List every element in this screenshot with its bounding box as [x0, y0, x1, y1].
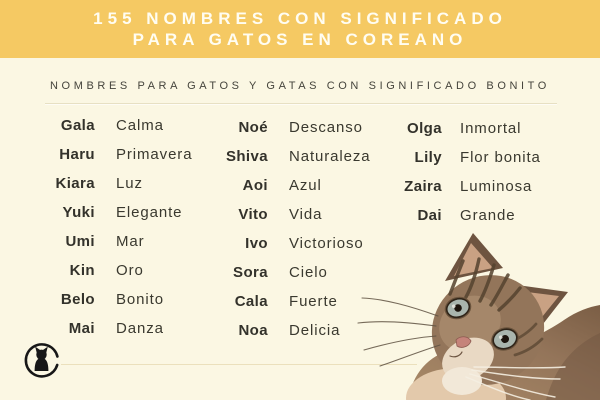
cat-name: Haru	[59, 146, 95, 163]
cat-name: Cala	[234, 293, 268, 310]
logo-badge	[23, 342, 60, 379]
header-banner: 155 NOMBRES CON SIGNIFICADO PARA GATOS E…	[0, 0, 600, 58]
name-meaning-row: Kin Oro	[25, 256, 192, 285]
cat-name-meaning: Flor bonita	[460, 149, 541, 166]
name-meaning-row: Vito Vida	[196, 200, 371, 229]
cat-name-meaning: Cielo	[289, 264, 328, 281]
names-column-2: Noé Descanso Shiva Naturaleza Aoi Azul Vito Vid…	[196, 113, 371, 345]
cat-name: Olga	[407, 120, 442, 137]
name-meaning-row: Ivo Victorioso	[196, 229, 371, 258]
cat-name: Kiara	[55, 175, 95, 192]
name-meaning-row: Noa Delicia	[196, 316, 371, 345]
cat-name: Shiva	[225, 148, 268, 165]
cat-name: Belo	[60, 291, 95, 308]
name-meaning-row: Noé Descanso	[196, 113, 371, 142]
cat-photo	[350, 228, 600, 400]
cat-name-meaning: Inmortal	[460, 120, 522, 137]
cat-name-meaning: Bonito	[116, 291, 164, 308]
cat-name: Sora	[233, 264, 268, 281]
cat-name-meaning: Luminosa	[460, 178, 533, 195]
cat-name-meaning: Primavera	[116, 146, 193, 163]
cat-name-meaning: Grande	[460, 207, 516, 224]
cat-name-meaning: Vida	[289, 206, 323, 223]
name-meaning-row: Olga Inmortal	[370, 114, 541, 143]
name-meaning-row: Haru Primavera	[25, 140, 192, 169]
footer-rule-line	[61, 364, 417, 365]
cat-name: Mai	[68, 320, 95, 337]
name-meaning-row: Mai Danza	[25, 314, 192, 343]
cat-name: Kin	[69, 262, 95, 279]
name-meaning-row: Lily Flor bonita	[370, 143, 541, 172]
name-meaning-row: Umi Mar	[25, 227, 192, 256]
name-meaning-row: Belo Bonito	[25, 285, 192, 314]
tabby-cat-image	[357, 233, 600, 400]
main-title-line-1: 155 NOMBRES CON SIGNIFICADO	[93, 8, 507, 28]
cat-name: Zaira	[404, 178, 442, 195]
cat-name-meaning: Delicia	[289, 322, 341, 339]
cat-name: Noé	[238, 119, 268, 136]
cat-name-meaning: Oro	[116, 262, 144, 279]
cat-name-meaning: Luz	[116, 175, 143, 192]
name-meaning-row: Sora Cielo	[196, 258, 371, 287]
cat-name-meaning: Naturaleza	[289, 148, 371, 165]
cat-name: Umi	[65, 233, 95, 250]
name-meaning-row: Zaira Luminosa	[370, 172, 541, 201]
cat-name: Noa	[238, 322, 268, 339]
cat-name-meaning: Danza	[116, 320, 164, 337]
name-meaning-row: Shiva Naturaleza	[196, 142, 371, 171]
cat-name-meaning: Descanso	[289, 119, 363, 136]
cat-name-meaning: Calma	[116, 117, 164, 134]
name-meaning-row: Gala Calma	[25, 111, 192, 140]
name-meaning-row: Kiara Luz	[25, 169, 192, 198]
cat-name-meaning: Elegante	[116, 204, 183, 221]
cat-name-meaning: Victorioso	[289, 235, 364, 252]
cat-name: Dai	[417, 207, 442, 224]
cat-name: Yuki	[62, 204, 95, 221]
subtitle: NOMBRES PARA GATOS Y GATAS CON SIGNIFICA…	[50, 80, 550, 92]
cat-name-meaning: Azul	[289, 177, 322, 194]
cat-name: Lily	[414, 149, 442, 166]
names-column-3: Olga Inmortal Lily Flor bonita Zaira Luminosa…	[370, 114, 541, 230]
cat-name: Ivo	[245, 235, 268, 252]
divider-line	[45, 103, 557, 104]
names-column-1: Gala Calma Haru Primavera Kiara Luz Yuki Elegan…	[25, 111, 192, 343]
cat-name-meaning: Mar	[116, 233, 145, 250]
cat-name: Aoi	[242, 177, 268, 194]
name-meaning-row: Aoi Azul	[196, 171, 371, 200]
cat-name: Gala	[60, 117, 95, 134]
cat-name-meaning: Fuerte	[289, 293, 338, 310]
name-meaning-row: Cala Fuerte	[196, 287, 371, 316]
cat-name: Vito	[238, 206, 268, 223]
cat-silhouette-icon	[24, 343, 59, 378]
name-meaning-row: Dai Grande	[370, 201, 541, 230]
name-meaning-row: Yuki Elegante	[25, 198, 192, 227]
main-title-line-2: PARA GATOS EN COREANO	[132, 30, 468, 49]
